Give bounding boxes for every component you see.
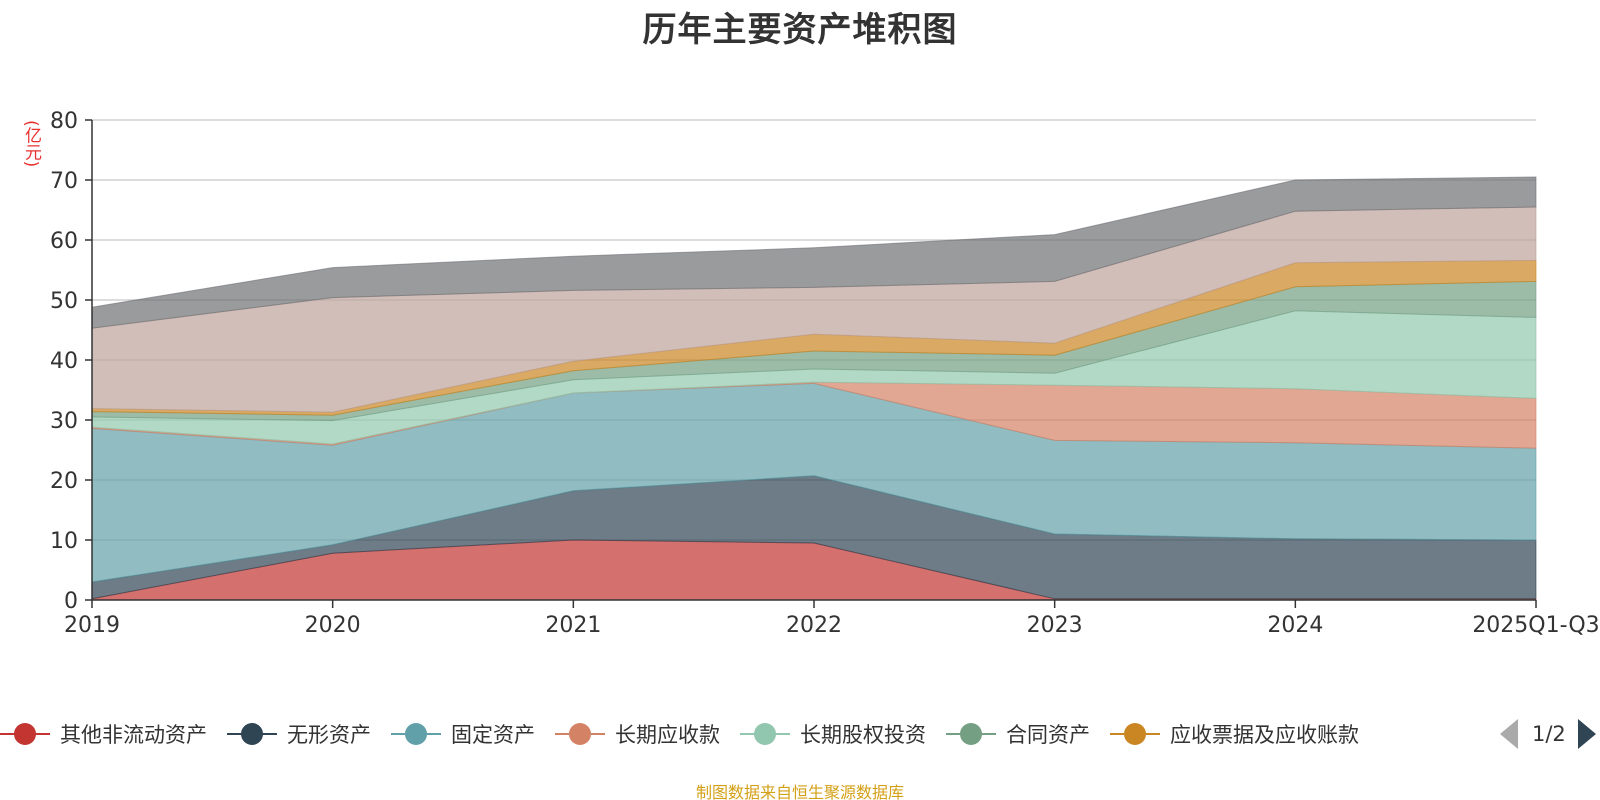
y-tick-label: 10: [50, 529, 78, 554]
legend-item[interactable]: 应收票据及应收账款: [1110, 719, 1359, 749]
legend-pager: 1/2: [1500, 716, 1596, 752]
x-tick-label: 2022: [786, 613, 842, 638]
legend-marker-icon: [391, 722, 441, 746]
y-tick-label: 20: [50, 469, 78, 494]
legend-marker-icon: [740, 722, 790, 746]
y-axis-unit-label: (亿元): [21, 120, 41, 168]
legend-label: 其他非流动资产: [60, 723, 207, 747]
legend-item[interactable]: 长期应收款: [555, 719, 720, 749]
y-tick-label: 40: [50, 349, 78, 374]
legend-label: 合同资产: [1006, 723, 1090, 747]
legend-item[interactable]: 其他非流动资产: [0, 719, 207, 749]
legend-marker-icon: [946, 722, 996, 746]
legend-marker-icon: [1110, 722, 1160, 746]
y-tick-label: 70: [50, 169, 78, 194]
legend-page-indicator: 1/2: [1532, 722, 1566, 746]
legend-item[interactable]: 长期股权投资: [740, 719, 926, 749]
legend-marker-icon: [555, 722, 605, 746]
stacked-area-chart: 0 10 20 30 40 50 60 70 80 2019 2020 2021 2022 2023 202…: [50, 109, 1600, 638]
legend-label: 固定资产: [451, 723, 535, 747]
y-tick-label: 0: [64, 589, 78, 614]
legend-label: 应收票据及应收账款: [1170, 723, 1359, 747]
x-tick-label: 2019: [64, 613, 120, 638]
y-tick-label: 60: [50, 229, 78, 254]
legend-next-page-icon[interactable]: [1577, 719, 1596, 749]
legend-item[interactable]: 无形资产: [227, 719, 371, 749]
area-layer: [91, 176, 1537, 601]
source-note: 制图数据来自恒生聚源数据库: [695, 783, 904, 800]
legend-item[interactable]: 合同资产: [946, 719, 1090, 749]
legend-prev-page-icon[interactable]: [1500, 719, 1518, 749]
legend-item[interactable]: 固定资产: [391, 719, 535, 749]
legend-marker-icon: [227, 722, 277, 746]
x-tick-label: 2024: [1267, 613, 1323, 638]
legend-label: 长期应收款: [615, 723, 720, 747]
x-tick-label: 2025Q1-Q3: [1472, 613, 1599, 638]
x-tick-label: 2023: [1027, 613, 1083, 638]
legend-label: 无形资产: [287, 723, 371, 747]
area-series-8[interactable]: [91, 176, 1537, 329]
legend: 其他非流动资产 无形资产 固定资产 长期应收款 长期股权投资 合同资产 应收票据及应收账款: [0, 714, 1379, 754]
chart-title: 历年主要资产堆积图: [642, 10, 958, 50]
x-tick-label: 2021: [545, 613, 601, 638]
y-tick-label: 50: [50, 289, 78, 314]
legend-label: 长期股权投资: [800, 723, 926, 747]
x-tick-label: 2020: [305, 613, 361, 638]
y-tick-label: 80: [50, 109, 78, 134]
legend-marker-icon: [0, 722, 50, 746]
y-tick-label: 30: [50, 409, 78, 434]
axis-layer: 0 10 20 30 40 50 60 70 80 2019 2020 2021 2022 2023 202…: [50, 109, 1600, 638]
